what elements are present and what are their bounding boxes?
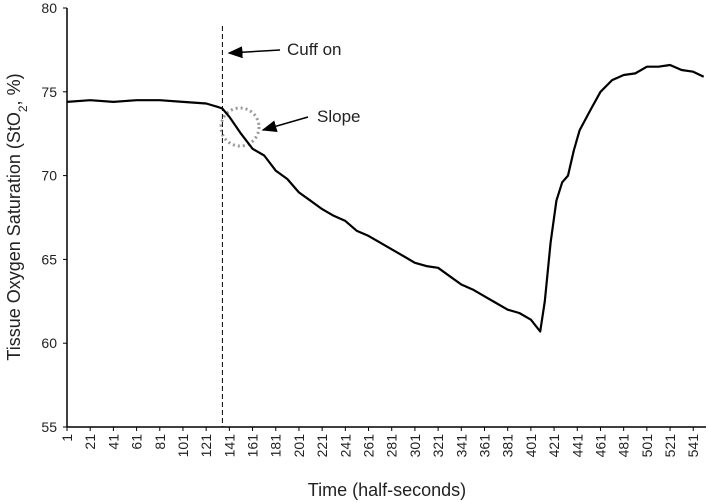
y-axis-label: Tissue Oxygen Saturation (StO2, %) [4, 73, 30, 360]
x-tick-label: 221 [314, 434, 330, 458]
x-axis-label: Time (half-seconds) [308, 480, 466, 500]
x-tick-label: 321 [430, 434, 446, 458]
y-axis-label-part: , %) [4, 73, 24, 105]
x-tick-label: 241 [337, 434, 353, 458]
x-tick-label: 461 [592, 434, 608, 458]
x-tick-label: 141 [221, 434, 237, 458]
x-tick-label: 341 [453, 434, 469, 458]
y-tick-label: 65 [41, 251, 57, 267]
x-tick-label: 361 [476, 434, 492, 458]
annotation: Slope [317, 107, 360, 126]
slope-circle [219, 106, 261, 148]
data-line [66, 63, 705, 333]
x-tick-label: 441 [569, 434, 585, 458]
x-tick-label: 1 [59, 434, 75, 442]
annotation: Cuff on [287, 40, 342, 59]
y-axis-label-subscript: 2 [16, 105, 30, 112]
y-tick-label: 55 [41, 419, 57, 435]
y-tick-label: 60 [41, 335, 57, 351]
x-tick-label: 101 [175, 434, 191, 458]
x-tick-label: 201 [291, 434, 307, 458]
y-tick-label: 75 [41, 84, 57, 100]
x-tick-label: 121 [198, 434, 214, 458]
y-tick-label: 70 [41, 168, 57, 184]
x-tick-label: 261 [361, 434, 377, 458]
x-tick-label: 301 [407, 434, 423, 458]
x-tick-label: 501 [639, 434, 655, 458]
x-tick-label: 421 [546, 434, 562, 458]
y-axis-label-part: Tissue Oxygen Saturation (StO [4, 112, 24, 360]
x-tick-label: 21 [82, 434, 98, 450]
x-tick-label: 401 [523, 434, 539, 458]
annotation-arrow [227, 46, 281, 59]
x-tick-label: 541 [685, 434, 701, 458]
x-tick-label: 41 [105, 434, 121, 450]
x-tick-label: 161 [245, 434, 261, 458]
x-tick-label: 481 [616, 434, 632, 458]
x-tick-label: 521 [662, 434, 678, 458]
x-tick-label: 61 [129, 434, 145, 450]
x-tick-label: 81 [152, 434, 168, 450]
x-tick-label: 381 [500, 434, 516, 458]
x-tick-label: 181 [268, 434, 284, 458]
x-tick-label: 281 [384, 434, 400, 458]
annotation-arrow [261, 116, 309, 133]
y-tick-label: 80 [41, 0, 57, 16]
